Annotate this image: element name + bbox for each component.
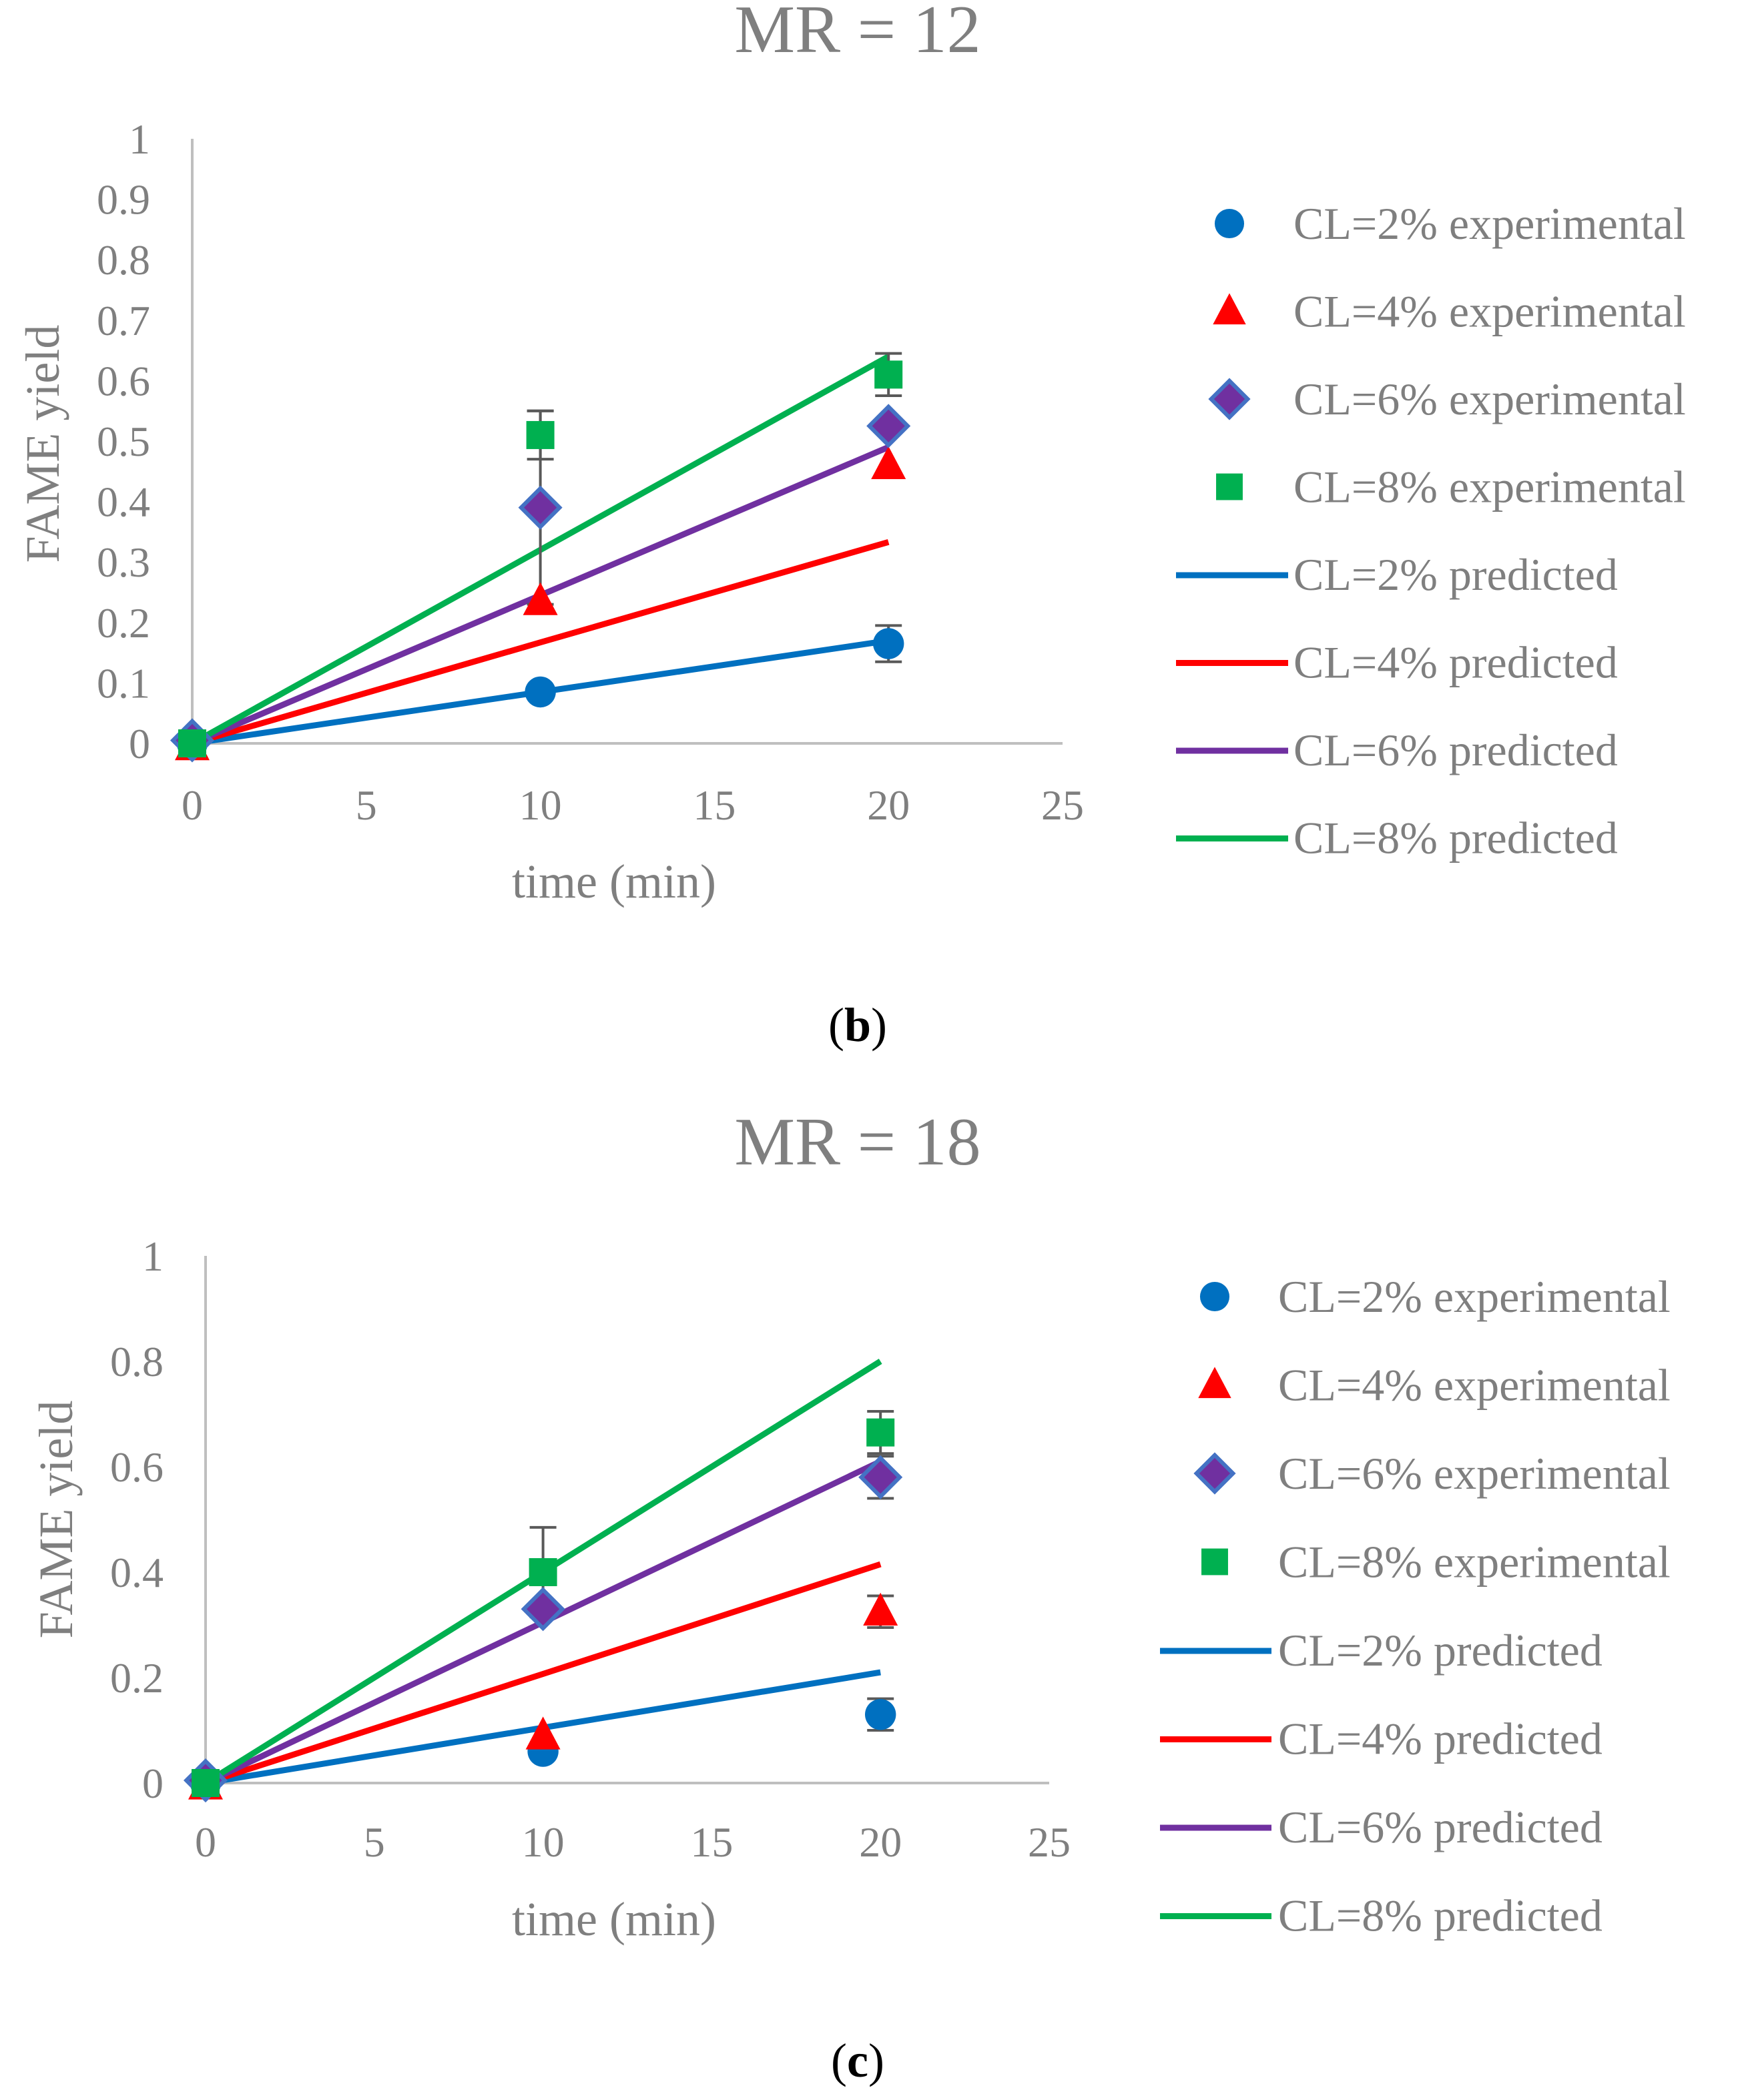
y-tick-label: 1	[129, 115, 150, 163]
legend-label: CL=2% predicted	[1278, 1625, 1603, 1676]
y-tick-label: 1	[142, 1233, 164, 1280]
y-tick-label: 0	[142, 1760, 164, 1807]
data-point-cl-4-experimental	[863, 1592, 898, 1626]
y-tick-label: 0.2	[97, 599, 150, 647]
legend-label: CL=2% experimental	[1278, 1271, 1671, 1322]
data-point-cl-4-experimental	[871, 446, 906, 479]
legend-label: CL=8% predicted	[1293, 813, 1618, 863]
data-point-cl-6-experimental	[521, 1587, 565, 1632]
legend-marker-cl-8-experimental	[1201, 1548, 1228, 1576]
y-tick-label: 0.9	[97, 176, 150, 224]
x-tick-label: 0	[195, 1818, 216, 1866]
caption-close: )	[868, 2034, 884, 2087]
x-tick-label: 10	[522, 1818, 565, 1866]
legend-label: CL=4% experimental	[1293, 286, 1686, 337]
x-tick-label: 15	[693, 781, 736, 829]
x-tick-label: 0	[182, 781, 203, 829]
caption-letter: c	[847, 2034, 868, 2087]
plot-area	[183, 1359, 903, 1803]
y-axis-title: FAME yield	[16, 325, 69, 563]
data-point-cl-8-experimental	[529, 1558, 557, 1586]
legend-label: CL=4% predicted	[1278, 1714, 1603, 1764]
data-point-cl-8-experimental	[178, 729, 206, 757]
y-tick-label: 0.6	[110, 1443, 164, 1491]
caption-open: (	[831, 2034, 847, 2087]
figure-caption: (b)	[828, 998, 887, 1052]
legend-marker-cl-8-experimental	[1216, 473, 1243, 500]
legend-marker-cl-2-experimental	[1199, 1281, 1230, 1312]
y-tick-label: 0.8	[97, 236, 150, 284]
series-line-cl-4-predicted	[191, 539, 890, 747]
x-tick-label: 25	[1028, 1818, 1071, 1866]
legend-label: CL=4% predicted	[1293, 637, 1618, 688]
data-point-cl-8-experimental	[874, 360, 903, 389]
legend-marker-cl-6-experimental	[1193, 1452, 1236, 1495]
legend-label: CL=6% experimental	[1293, 374, 1686, 424]
legend-label: CL=8% experimental	[1293, 462, 1686, 512]
legend-label: CL=2% experimental	[1293, 198, 1686, 249]
legend: CL=2% experimental CL=4% experimental CL=6…	[1176, 198, 1686, 863]
legend: CL=2% experimental CL=4% experimental CL=6…	[1160, 1271, 1671, 1941]
legend-label: CL=8% experimental	[1278, 1537, 1671, 1588]
x-tick-label: 10	[519, 781, 562, 829]
y-tick-label: 0.2	[110, 1654, 164, 1702]
x-tick-label: 5	[356, 781, 377, 829]
legend-marker-cl-4-experimental	[1198, 1367, 1231, 1399]
legend-label: CL=6% predicted	[1293, 725, 1618, 775]
data-point-cl-2-experimental	[525, 676, 556, 708]
y-tick-label: 0	[129, 720, 150, 767]
y-tick-label: 0.5	[97, 418, 150, 465]
y-tick-label: 0.1	[97, 659, 150, 707]
legend-marker-cl-4-experimental	[1213, 293, 1246, 325]
figure-caption: (c)	[831, 2034, 884, 2087]
chart-title: MR = 18	[734, 1104, 980, 1180]
data-point-cl-6-experimental	[858, 1455, 903, 1499]
legend-label: CL=4% experimental	[1278, 1360, 1671, 1411]
x-axis-title: time (min)	[512, 1892, 716, 1946]
caption-close: )	[871, 998, 887, 1052]
legend-label: CL=6% experimental	[1278, 1448, 1671, 1499]
x-tick-label: 15	[690, 1818, 733, 1866]
y-tick-label: 0.8	[110, 1338, 164, 1385]
x-axis-title: time (min)	[512, 855, 716, 908]
data-point-cl-6-experimental	[518, 485, 563, 530]
plot-area	[170, 352, 911, 763]
caption-letter: b	[844, 998, 871, 1052]
x-tick-label: 25	[1041, 781, 1084, 829]
x-tick-label: 5	[364, 1818, 385, 1866]
y-tick-label: 0.4	[97, 478, 150, 526]
y-tick-label: 0.3	[97, 539, 150, 586]
data-point-cl-2-experimental	[865, 1699, 896, 1730]
chart-title: MR = 12	[734, 0, 980, 67]
legend-label: CL=2% predicted	[1293, 549, 1618, 600]
series-line-cl-4-predicted	[204, 1561, 882, 1786]
chart-1: MR = 12 0 5 10 15 20 25 0 0.1 0.2 0.3 0.4 0.5 0.6 0.7 0…	[16, 0, 1686, 1052]
legend-marker-cl-6-experimental	[1208, 378, 1251, 420]
data-point-cl-2-experimental	[873, 628, 904, 659]
legend-label: CL=6% predicted	[1278, 1802, 1603, 1852]
data-point-cl-6-experimental	[866, 404, 911, 448]
y-tick-label: 0.6	[97, 357, 150, 404]
data-point-cl-8-experimental	[866, 1418, 895, 1447]
data-point-cl-4-experimental	[523, 582, 558, 615]
legend-marker-cl-2-experimental	[1214, 208, 1245, 239]
y-tick-label: 0.4	[110, 1549, 164, 1596]
data-point-cl-4-experimental	[525, 1716, 561, 1750]
y-axis-title: FAME yield	[29, 1401, 83, 1639]
data-point-cl-8-experimental	[526, 420, 555, 449]
chart-2: MR = 18 0 5 10 15 20 25 0 0.2 0.4 0.6 0.8 1 time (min…	[29, 1104, 1671, 2087]
legend-label: CL=8% predicted	[1278, 1890, 1603, 1941]
caption-open: (	[828, 998, 844, 1052]
x-tick-label: 20	[867, 781, 910, 829]
data-point-cl-8-experimental	[192, 1769, 220, 1797]
y-tick-label: 0.7	[97, 297, 150, 344]
x-tick-label: 20	[859, 1818, 902, 1866]
